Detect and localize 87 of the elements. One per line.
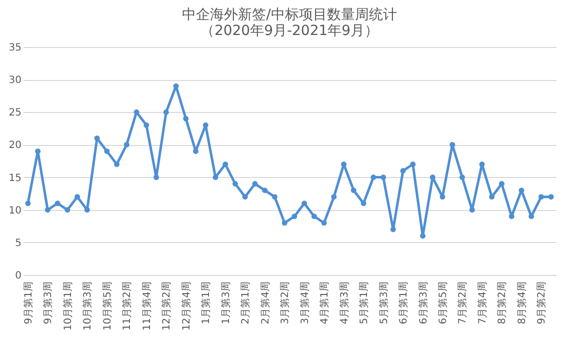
point [350, 188, 356, 194]
point [124, 142, 130, 148]
x-tick-label: 9月第1周 [22, 282, 34, 324]
x-tick-label: 4月第3周 [338, 282, 350, 324]
point [202, 122, 208, 128]
point [400, 168, 406, 174]
point [94, 135, 100, 141]
x-tick-label: 2月第4周 [259, 282, 272, 324]
y-tick-label: 10 [8, 205, 22, 216]
point [410, 162, 416, 167]
point [74, 194, 80, 200]
point [54, 200, 60, 206]
point [420, 233, 426, 239]
point [232, 181, 238, 187]
text: 中企海外新签/中标项目数量周统计 [182, 7, 397, 23]
x-tick-label: 6月第3周 [417, 282, 430, 324]
point [183, 116, 189, 122]
x-tick-label: 11月第4周 [140, 282, 153, 331]
x-tick-label: 12月第2周 [160, 282, 173, 331]
x-tick-label: 5月第3周 [378, 282, 390, 324]
x-tick-label: 2月第1周 [240, 282, 252, 324]
point [292, 214, 298, 220]
point [508, 214, 514, 220]
x-tick-label: 1月第3周 [220, 282, 232, 324]
y-tick-label: 0 [15, 270, 22, 282]
point [144, 122, 150, 128]
y-tick-label: 5 [15, 238, 22, 249]
point [282, 220, 288, 226]
point [311, 214, 317, 220]
point [173, 83, 179, 89]
point [548, 194, 554, 200]
x-tick-label: 10月第3周 [82, 282, 94, 331]
y-tick-label: 35 [8, 42, 22, 54]
point [360, 200, 366, 206]
point [528, 214, 534, 220]
point [440, 194, 446, 200]
point [44, 207, 50, 213]
x-tick-label: 1月第1周 [200, 282, 212, 324]
x-tick-label: 7月第2周 [456, 282, 469, 324]
x-tick-label: 11月第2周 [121, 282, 134, 331]
point [380, 174, 386, 180]
point [370, 174, 376, 180]
point [262, 188, 268, 194]
point [390, 226, 396, 232]
x-tick-label: 8月第2周 [496, 282, 508, 324]
y-tick-label: 30 [8, 75, 22, 86]
x-tick-label: 12月第4周 [180, 282, 192, 331]
x-tick-label: 4月第1周 [318, 282, 331, 324]
x-tick-label: 5月第1周 [358, 282, 370, 324]
x-tick-label: 7月第4周 [476, 282, 488, 324]
text: （2020年9月-2021年9月） [200, 23, 379, 39]
y-tick-label: 15 [8, 172, 22, 184]
x-tick-label: 3月第4周 [298, 282, 311, 324]
point [104, 148, 110, 154]
x-tick-label: 8月第4周 [516, 282, 528, 324]
point [163, 109, 169, 115]
point [154, 174, 159, 180]
point [459, 174, 465, 180]
point [64, 207, 70, 213]
point [25, 200, 31, 206]
point [84, 207, 90, 213]
point [212, 174, 218, 180]
point [134, 109, 140, 115]
point [450, 142, 456, 148]
point [489, 194, 495, 200]
point [302, 200, 308, 206]
point [35, 148, 41, 154]
point [479, 162, 485, 167]
point [341, 162, 347, 167]
point [321, 220, 327, 226]
x-tick-label: 6月第1周 [398, 282, 410, 324]
point [222, 162, 228, 167]
x-tick-label: 9月第3周 [42, 282, 54, 324]
x-tick-label: 10月第5周 [101, 282, 114, 331]
point [469, 207, 475, 213]
point [331, 194, 337, 200]
y-tick-label: 20 [8, 140, 22, 152]
point [252, 181, 258, 187]
x-tick-label: 9月第2周 [536, 282, 548, 324]
x-tick-label: 6月第5周 [436, 282, 449, 324]
x-tick-label: 10月第1周 [62, 282, 74, 331]
x-tick-label: 3月第2周 [279, 282, 292, 324]
point [538, 194, 544, 200]
y-tick-label: 25 [8, 108, 22, 119]
point [114, 162, 120, 167]
point [272, 194, 278, 200]
point [242, 194, 248, 200]
